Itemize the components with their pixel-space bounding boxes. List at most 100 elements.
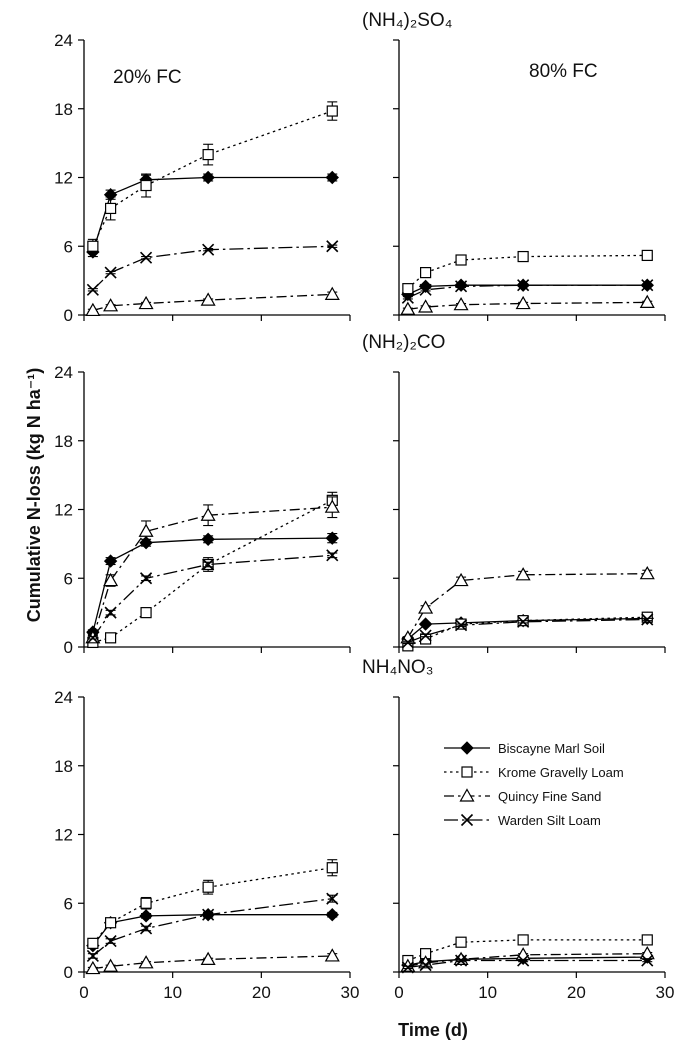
data-point bbox=[200, 292, 216, 306]
y-tick-label: 24 bbox=[54, 688, 73, 707]
legend-label: Quincy Fine Sand bbox=[498, 789, 601, 804]
data-point bbox=[103, 958, 119, 972]
data-point bbox=[104, 934, 117, 948]
data-point bbox=[325, 531, 339, 545]
data-point bbox=[419, 629, 432, 642]
legend-item: Biscayne Marl Soil bbox=[444, 741, 605, 756]
data-point bbox=[138, 955, 154, 969]
data-point bbox=[202, 881, 214, 893]
y-axis-title: Cumulative N-loss (kg N ha⁻¹) bbox=[24, 368, 44, 623]
data-point bbox=[455, 936, 467, 948]
series-line bbox=[92, 506, 333, 638]
data-point bbox=[326, 549, 339, 562]
panel-0: 0 6 12 18 24 bbox=[54, 31, 351, 325]
data-point bbox=[326, 240, 339, 253]
data-point bbox=[325, 908, 339, 922]
data-point bbox=[324, 948, 340, 962]
series-2 bbox=[85, 286, 340, 317]
y-tick-label: 0 bbox=[64, 306, 73, 325]
data-point bbox=[140, 922, 153, 935]
data-point bbox=[103, 298, 119, 312]
data-point bbox=[104, 632, 117, 644]
data-point bbox=[401, 636, 414, 649]
x-tick-label: 30 bbox=[341, 983, 360, 1002]
row-title-0: (NH₄)₂SO₄ bbox=[362, 10, 453, 31]
panel-3 bbox=[393, 371, 666, 653]
data-point bbox=[418, 600, 434, 614]
data-point bbox=[326, 105, 338, 117]
data-point bbox=[103, 572, 119, 587]
y-tick-label: 6 bbox=[64, 569, 73, 588]
data-point bbox=[324, 286, 340, 300]
panels: 0 6 12 18 24 0 6 12 18 24 0 6 12 18 24 0 10 20 30 0 10 20 30 bbox=[54, 31, 674, 1002]
series-line bbox=[92, 176, 333, 253]
legend-label: Krome Gravelly Loam bbox=[498, 765, 624, 780]
data-point bbox=[402, 283, 414, 295]
data-point bbox=[87, 240, 99, 252]
series-line bbox=[92, 537, 333, 633]
y-tick-label: 0 bbox=[64, 638, 73, 657]
data-point bbox=[139, 909, 153, 923]
series-3 bbox=[401, 279, 654, 304]
data-point bbox=[86, 949, 99, 963]
legend-marker bbox=[459, 788, 475, 802]
data-point bbox=[641, 934, 653, 946]
data-point bbox=[104, 606, 117, 619]
y-tick-label: 24 bbox=[54, 31, 73, 50]
data-point bbox=[86, 631, 99, 644]
data-point bbox=[140, 179, 152, 192]
x-tick-label: 0 bbox=[394, 983, 403, 1002]
column-note-0: 20% FC bbox=[113, 67, 182, 88]
data-point bbox=[202, 243, 215, 256]
series-2 bbox=[400, 565, 655, 644]
row-title-1: (NH₂)₂CO bbox=[362, 332, 445, 353]
data-point bbox=[639, 565, 655, 580]
data-point bbox=[517, 279, 530, 292]
data-point bbox=[420, 267, 432, 279]
data-point bbox=[455, 619, 468, 632]
legend-label: Biscayne Marl Soil bbox=[498, 741, 605, 756]
data-point bbox=[641, 613, 654, 626]
series-0 bbox=[86, 531, 339, 639]
data-point bbox=[453, 296, 469, 311]
data-point bbox=[200, 951, 216, 965]
data-point bbox=[641, 279, 654, 292]
data-point bbox=[202, 148, 214, 161]
legend: Biscayne Marl Soil Krome Gravelly Loam Qui… bbox=[444, 741, 624, 828]
y-tick-label: 6 bbox=[64, 237, 73, 256]
data-point bbox=[517, 250, 529, 263]
data-point bbox=[104, 917, 117, 929]
data-point bbox=[139, 536, 153, 550]
x-tick-label: 0 bbox=[79, 983, 88, 1002]
data-point bbox=[104, 202, 117, 215]
x-tick-label: 10 bbox=[478, 983, 497, 1002]
data-point bbox=[326, 892, 339, 905]
column-notes: 20% FC 80% FC bbox=[113, 61, 598, 88]
data-point bbox=[85, 302, 101, 317]
data-point bbox=[86, 283, 99, 296]
data-point bbox=[85, 960, 101, 975]
legend-marker bbox=[460, 813, 474, 827]
data-point bbox=[326, 862, 338, 874]
legend-item: Warden Silt Loam bbox=[444, 813, 601, 828]
y-tick-label: 0 bbox=[64, 963, 73, 982]
data-point bbox=[401, 291, 414, 304]
panel-4: 0 6 12 18 24 0 10 20 30 bbox=[54, 688, 359, 1002]
y-tick-label: 18 bbox=[54, 757, 73, 776]
data-point bbox=[401, 961, 414, 974]
x-tick-label: 20 bbox=[567, 983, 586, 1002]
data-point bbox=[418, 299, 434, 313]
series-line bbox=[92, 245, 333, 291]
series-2 bbox=[400, 294, 655, 315]
data-point bbox=[140, 897, 152, 909]
data-point bbox=[87, 937, 99, 949]
legend-item: Krome Gravelly Loam bbox=[444, 765, 624, 780]
data-point bbox=[419, 959, 432, 972]
data-point bbox=[517, 954, 530, 967]
series-line bbox=[92, 898, 333, 957]
y-tick-label: 12 bbox=[54, 169, 73, 188]
panel-5: 0 10 20 30 bbox=[393, 696, 674, 1002]
series-2 bbox=[85, 948, 340, 975]
series-1 bbox=[402, 249, 653, 295]
